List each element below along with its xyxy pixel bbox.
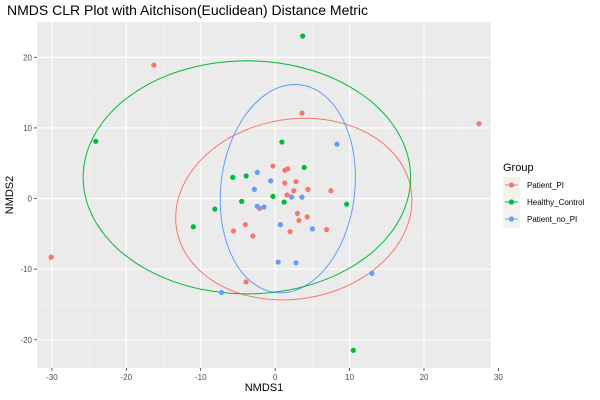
point-patient-no-pi [275, 259, 281, 265]
x-tick-label: -10 [195, 373, 207, 382]
point-patient-pi [243, 279, 249, 285]
confidence-ellipses [82, 60, 413, 301]
legend-label: Healthy_Control [527, 198, 585, 207]
point-healthy-control [350, 347, 356, 353]
point-patient-no-pi [261, 204, 267, 210]
point-patient-pi [151, 62, 157, 68]
point-patient-pi [299, 110, 305, 116]
point-patient-no-pi [299, 194, 305, 200]
point-healthy-control [301, 164, 307, 171]
chart-title: NMDS CLR Plot with Aitchison(Euclidean) … [7, 2, 368, 18]
x-tick-label: -20 [121, 373, 133, 382]
point-patient-pi [250, 233, 256, 239]
point-patient-pi [304, 214, 310, 220]
point-healthy-control [190, 224, 196, 230]
point-patient-no-pi [309, 226, 315, 232]
legend-key-point [508, 182, 515, 188]
point-healthy-control [281, 199, 287, 205]
point-patient-pi [296, 217, 302, 224]
x-tick-label: -30 [46, 373, 58, 382]
point-patient-pi [282, 180, 288, 186]
legend-key-point [508, 199, 515, 205]
x-axis-ticks: -30 -20 -10 0 10 20 30 [46, 368, 503, 382]
point-patient-pi [270, 163, 276, 169]
point-healthy-control [270, 193, 276, 200]
point-healthy-control [239, 198, 245, 204]
point-patient-no-pi [369, 270, 375, 276]
point-patient-pi [48, 254, 54, 260]
point-healthy-control [344, 201, 350, 207]
point-patient-pi [328, 188, 334, 194]
legend-label: Patient_PI [527, 181, 564, 190]
point-patient-no-pi [251, 186, 257, 192]
point-patient-no-pi [334, 141, 340, 147]
point-patient-no-pi [293, 260, 299, 266]
point-patient-no-pi [277, 222, 283, 228]
point-patient-no-pi [268, 178, 274, 184]
major-gridlines [37, 22, 499, 368]
point-patient-pi [242, 222, 248, 228]
y-axis-title: NMDS2 [4, 176, 16, 215]
legend-title: Group [503, 162, 534, 174]
point-patient-pi [291, 188, 297, 194]
x-tick-label: 20 [420, 373, 429, 382]
point-patient-pi [305, 186, 311, 192]
ellipse-patient-pi [175, 117, 413, 301]
legend: Group Patient_PI Healthy_Control Patient_n… [503, 162, 585, 228]
point-healthy-control [212, 206, 218, 212]
point-patient-pi [230, 228, 237, 234]
point-healthy-control [279, 139, 285, 145]
point-patient-pi [287, 229, 293, 235]
point-healthy-control [93, 138, 99, 144]
ellipse-patient-no-pi [219, 83, 356, 294]
point-patient-pi [476, 121, 482, 127]
data-points [48, 33, 482, 353]
x-axis-title: NMDS1 [245, 382, 284, 394]
point-patient-pi [294, 210, 301, 216]
point-patient-pi [285, 166, 291, 172]
point-patient-pi [284, 192, 290, 198]
point-healthy-control [300, 33, 306, 39]
y-axis-ticks: -20 -10 0 10 20 [20, 53, 37, 345]
x-tick-label: 0 [273, 373, 278, 382]
ellipse-healthy-control [82, 60, 412, 295]
x-tick-label: 10 [345, 373, 354, 382]
x-tick-label: 30 [494, 373, 503, 382]
point-patient-no-pi [218, 289, 225, 296]
point-patient-no-pi [288, 194, 295, 200]
minor-gridlines [37, 22, 491, 368]
plot-panel [37, 22, 491, 368]
legend-label: Patient_no_PI [527, 215, 577, 224]
legend-key-point [508, 216, 515, 222]
point-patient-pi [293, 178, 299, 185]
point-patient-pi [323, 227, 330, 233]
y-tick-label: -20 [20, 336, 32, 345]
y-tick-label: 10 [23, 124, 32, 133]
y-tick-label: 0 [28, 195, 33, 204]
y-tick-label: 20 [23, 53, 32, 62]
point-patient-no-pi [254, 169, 260, 176]
y-tick-label: -10 [20, 265, 32, 274]
point-patient-no-pi [254, 203, 260, 209]
point-healthy-control [243, 173, 249, 179]
point-healthy-control [230, 174, 236, 180]
